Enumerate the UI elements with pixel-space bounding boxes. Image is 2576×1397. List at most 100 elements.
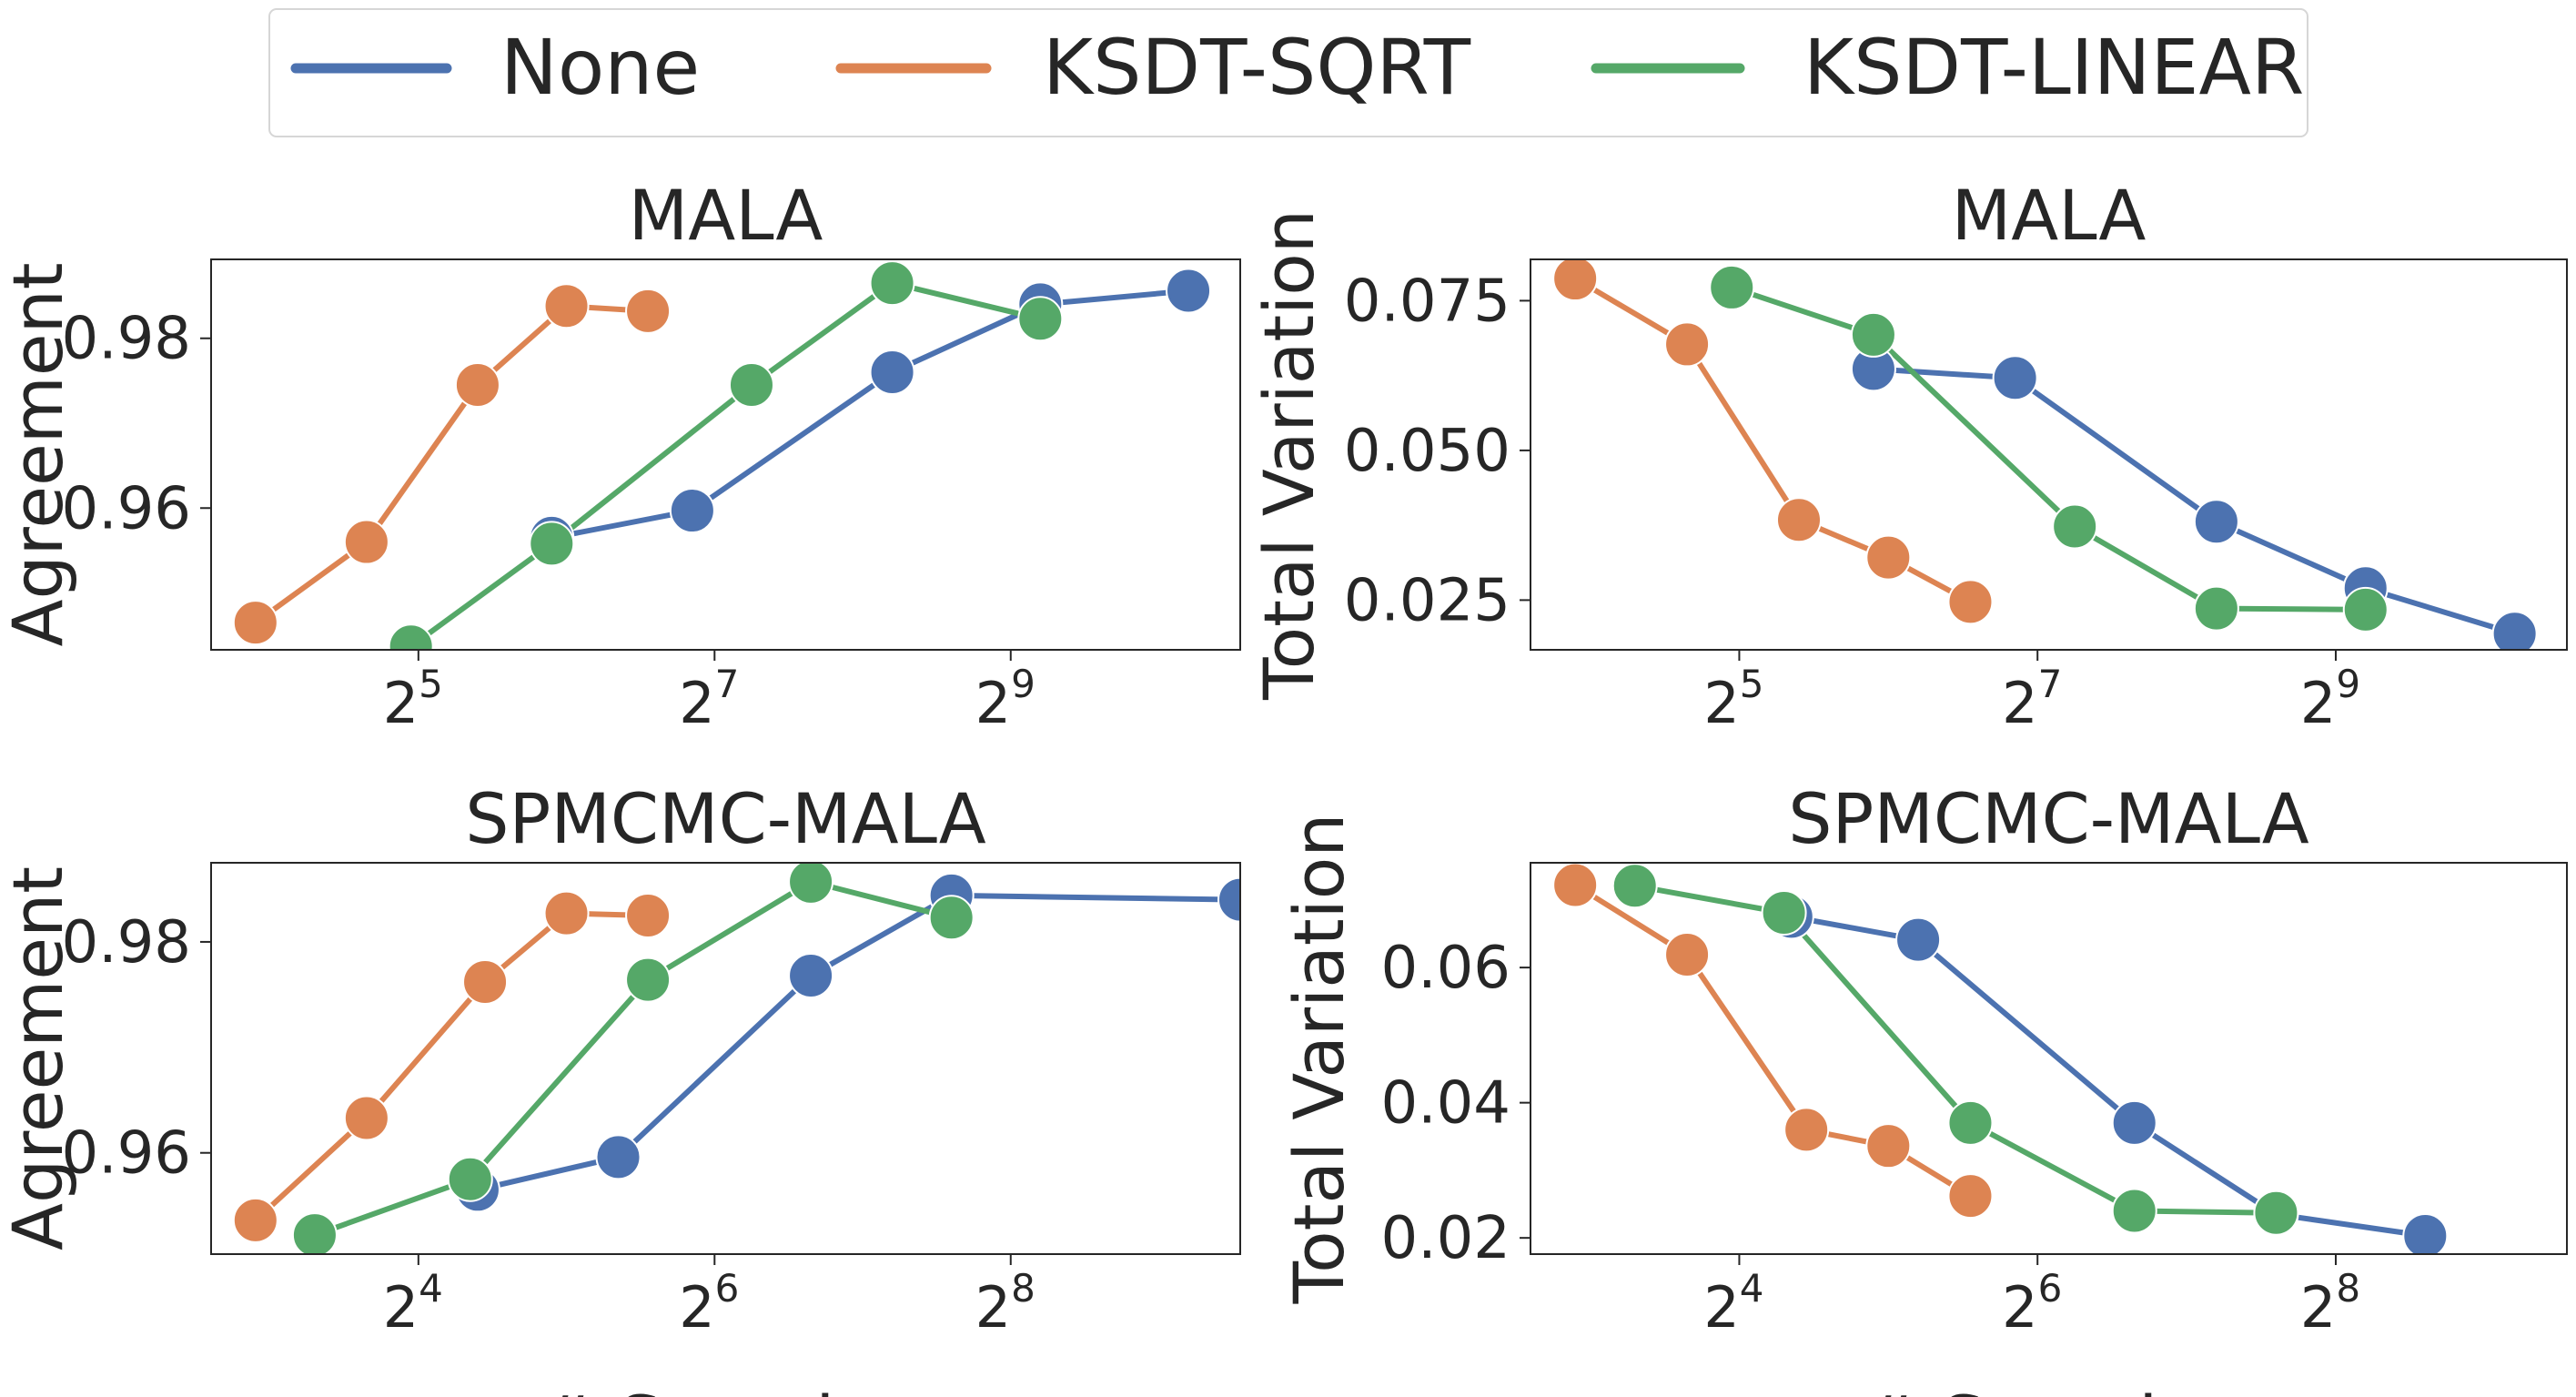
x-tick-label: 29: [2300, 662, 2360, 736]
data-point-none: [1992, 355, 2038, 401]
data-point-ksdt-sqrt: [543, 283, 590, 329]
data-point-ksdt-linear: [1611, 863, 1658, 909]
data-point-ksdt-sqrt: [1865, 1123, 1912, 1169]
data-point-ksdt-linear: [2052, 503, 2098, 550]
data-point-ksdt-linear: [928, 895, 975, 941]
data-point-none: [1217, 876, 1240, 923]
y-axis-label: Total Variation: [1248, 209, 1329, 701]
legend-entry-ksdt-sqrt: KSDT-SQRT: [835, 23, 1471, 112]
legend-label-ksdt-sqrt: KSDT-SQRT: [1043, 23, 1471, 112]
y-tick-label: 0.96: [62, 475, 192, 542]
data-point-ksdt-linear: [2193, 585, 2239, 632]
y-axis-label: Agreement: [0, 866, 78, 1250]
data-point-none: [2491, 611, 2538, 650]
legend-entry-ksdt-linear: KSDT-LINEAR: [1591, 23, 2304, 112]
data-point-ksdt-linear: [388, 623, 434, 650]
data-point-ksdt-sqrt: [232, 1197, 278, 1243]
axes-frame: [210, 862, 1241, 1255]
chart-title: SPMCMC-MALA: [1788, 778, 2308, 859]
y-tick-label: 0.96: [62, 1120, 192, 1188]
data-point-ksdt-linear: [728, 362, 774, 409]
data-point-ksdt-linear: [1761, 889, 1807, 936]
data-point-ksdt-linear: [625, 957, 672, 1003]
x-tick-label: 25: [383, 662, 443, 736]
x-tick-label: 28: [2300, 1266, 2360, 1341]
chart-panel-2: MALA Total Variation 0.025 0.050 0.075 25 27 29: [1248, 175, 2568, 736]
data-point-ksdt-linear: [291, 1212, 338, 1254]
y-tick-label: 0.025: [1344, 567, 1510, 634]
legend-frame: [268, 8, 2308, 137]
legend: None KSDT-SQRT KSDT-LINEAR: [268, 8, 2308, 137]
chart-title: MALA: [1952, 175, 2147, 256]
plot-area: [232, 863, 1240, 1254]
y-axis-label: Total Variation: [1278, 814, 1359, 1305]
data-point-ksdt-sqrt: [343, 519, 389, 565]
data-point-ksdt-linear: [1947, 1099, 1994, 1146]
data-point-ksdt-sqrt: [1664, 321, 1711, 368]
y-tick-label: 0.075: [1344, 268, 1510, 335]
x-tick-label: 27: [2002, 662, 2062, 736]
data-point-ksdt-linear: [1017, 296, 1064, 342]
plot-area: [232, 260, 1212, 650]
x-tick-label: 27: [679, 662, 739, 736]
plot-area: [1552, 259, 2538, 650]
data-point-ksdt-sqrt: [1783, 1107, 1830, 1153]
data-point-none: [788, 953, 834, 999]
x-tick-label: 26: [2002, 1266, 2062, 1341]
x-tick-label: 24: [1703, 1266, 1763, 1341]
data-point-none: [1166, 268, 1212, 314]
chart-panel-3: SPMCMC-MALA Agreement # Samples 0.96 0.98 24 2…: [0, 778, 1241, 1397]
data-point-ksdt-linear: [529, 521, 575, 567]
data-point-ksdt-sqrt: [625, 892, 672, 938]
data-point-none: [595, 1134, 641, 1180]
axes-frame: [210, 258, 1241, 651]
data-point-none: [2402, 1212, 2449, 1254]
data-point-ksdt-linear: [869, 260, 915, 307]
data-point-ksdt-linear: [2342, 586, 2389, 633]
axes-frame: [1530, 258, 2568, 651]
data-point-ksdt-sqrt: [1775, 497, 1822, 543]
x-tick-label: 26: [679, 1266, 739, 1341]
data-point-none: [869, 349, 915, 396]
data-point-ksdt-linear: [788, 863, 834, 905]
x-tick-label: 29: [975, 662, 1035, 736]
legend-entry-none: None: [290, 23, 700, 112]
data-point-ksdt-sqrt: [232, 600, 278, 646]
data-point-ksdt-linear: [1709, 264, 1755, 310]
data-point-ksdt-linear: [447, 1156, 493, 1202]
legend-label-ksdt-linear: KSDT-LINEAR: [1803, 23, 2304, 112]
data-point-ksdt-sqrt: [1865, 534, 1912, 581]
data-point-ksdt-sqrt: [462, 958, 509, 1005]
y-tick-label: 0.98: [62, 909, 192, 977]
data-point-ksdt-sqrt: [1947, 1173, 1994, 1220]
data-point-none: [669, 488, 715, 534]
data-point-ksdt-sqrt: [543, 890, 590, 936]
data-point-none: [2111, 1099, 2157, 1146]
x-tick-label: 25: [1703, 662, 1763, 736]
data-point-none: [1895, 916, 1942, 963]
y-tick-label: 0.04: [1381, 1070, 1511, 1138]
data-point-ksdt-sqrt: [343, 1095, 389, 1141]
data-point-none: [2193, 499, 2239, 545]
data-point-ksdt-sqrt: [625, 288, 672, 334]
data-point-ksdt-sqrt: [454, 362, 500, 409]
axes-frame: [1530, 862, 2568, 1255]
y-axis-label: Agreement: [0, 262, 78, 646]
y-tick-label: 0.050: [1344, 418, 1510, 485]
x-axis-label: # Samples: [538, 1381, 913, 1397]
data-point-ksdt-sqrt: [1552, 259, 1599, 302]
data-point-ksdt-linear: [2253, 1189, 2299, 1236]
x-tick-label: 28: [975, 1266, 1035, 1341]
data-point-ksdt-linear: [2111, 1188, 2157, 1234]
data-point-ksdt-sqrt: [1947, 579, 1994, 625]
y-tick-label: 0.98: [62, 306, 192, 373]
data-point-ksdt-sqrt: [1552, 863, 1599, 908]
chart-title: SPMCMC-MALA: [465, 778, 985, 859]
data-point-ksdt-sqrt: [1664, 932, 1711, 978]
y-tick-label: 0.02: [1381, 1205, 1511, 1272]
chart-panel-4: SPMCMC-MALA Total Variation # Samples 0.02 0…: [1278, 778, 2568, 1397]
